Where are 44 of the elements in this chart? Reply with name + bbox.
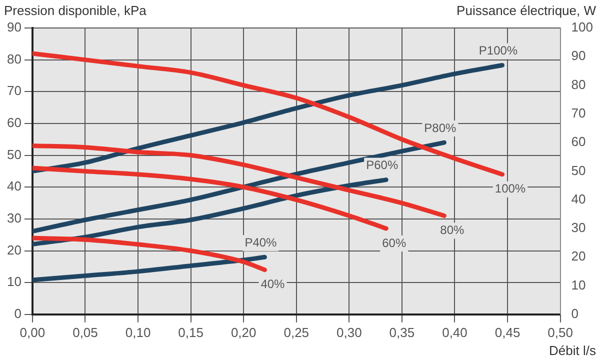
y2-tick-label: 10 [571,277,586,292]
y2-tick-label: 90 [571,48,586,64]
y2-tick-label: 0 [571,306,579,321]
x-tick-label: 0,50 [548,324,573,340]
x-tick-label: 0,00 [20,324,46,340]
series-label: P60% [366,158,398,172]
x-tick-label: 0,45 [494,324,520,340]
y-tick-label: 0 [14,306,22,321]
y-tick-label: 70 [6,83,22,98]
x-tick-label: 0,40 [442,324,468,340]
y2-tick-label: 40 [571,191,586,206]
y-tick-label: 80 [6,51,22,66]
series-label: 40% [260,277,286,292]
x-axis-title: Débit l/s [549,343,596,358]
y2-tick-label: 100 [571,20,594,35]
y2-tick-label: 70 [571,106,586,120]
y-tick-label: 10 [6,274,22,290]
series-label: P40% [244,235,278,250]
x-tick-label: 0,35 [389,324,415,340]
y2-tick-label: 20 [571,248,586,264]
y2-tick-label: 60 [571,134,586,150]
series-label: 60% [382,236,406,250]
y-tick-label: 90 [6,20,22,35]
y2-tick-label: 50 [571,162,586,178]
y-tick-label: 40 [6,178,22,194]
y-tick-label: 50 [6,146,22,162]
y-tick-label: 30 [6,210,22,226]
series-label: P100% [478,44,518,58]
y2-tick-label: 80 [571,76,586,92]
x-tick-label: 0,30 [336,324,362,340]
x-tick-label: 0,25 [284,324,310,340]
x-tick-label: 0,20 [230,324,256,340]
x-tick-label: 0,05 [72,324,98,340]
y2-axis-title: Puissance électrique, W [456,3,597,18]
y-tick-label: 60 [6,115,22,130]
y-tick-label: 20 [6,242,22,258]
y2-tick-label: 30 [571,220,586,236]
x-tick-label: 0,15 [178,324,204,340]
y-axis-title: Pression disponible, kPa [4,3,148,18]
x-tick-label: 0,10 [125,324,151,340]
series-label: P80% [424,120,457,135]
series-label: 100% [494,182,526,196]
line-series [32,143,446,218]
series-label: 80% [440,223,465,238]
